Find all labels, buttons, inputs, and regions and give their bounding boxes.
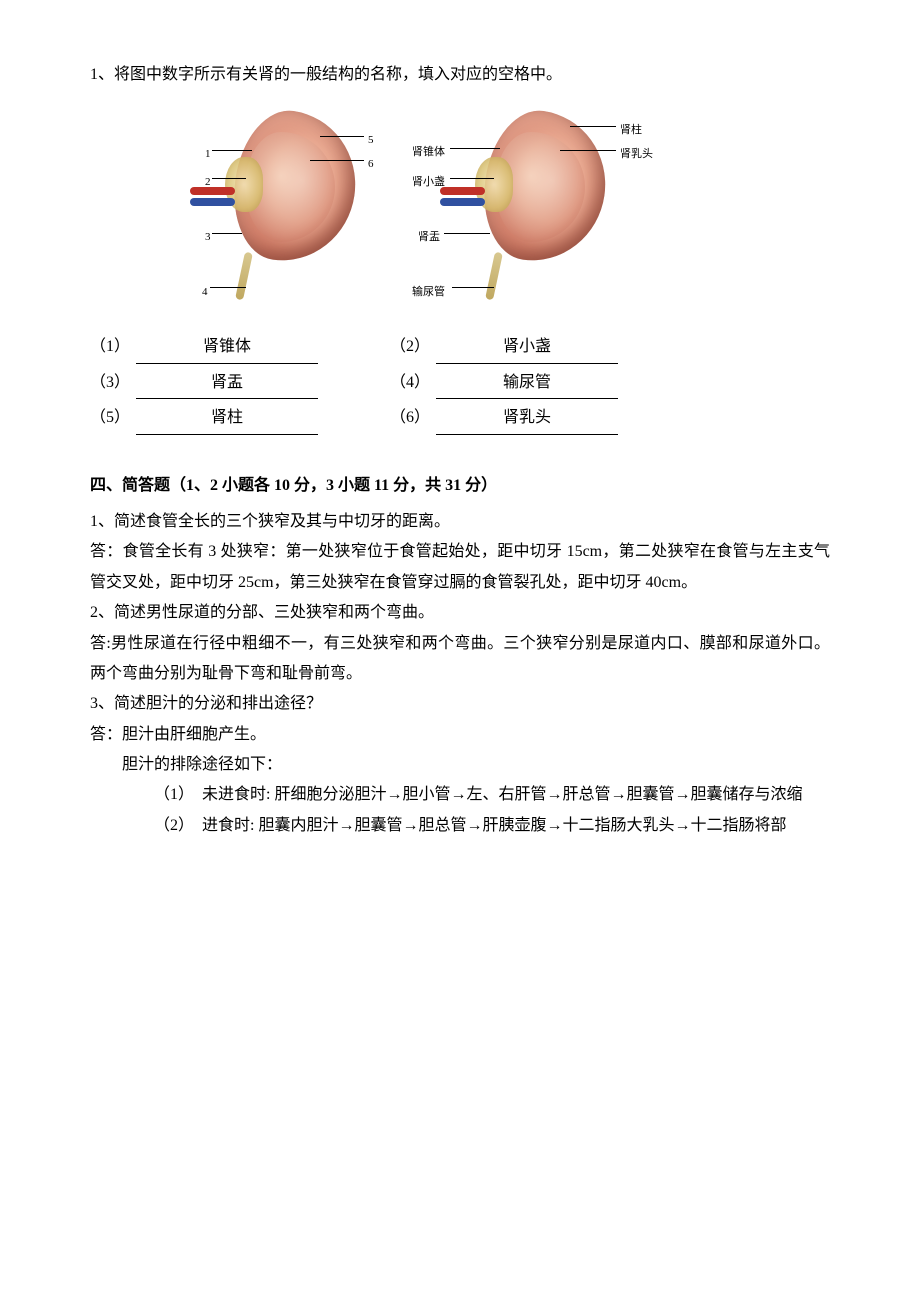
leader-line (310, 160, 364, 161)
answer-field-2[interactable]: 肾小盏 (436, 332, 618, 363)
s4-q3-answer-line1: 答：胆汁由肝细胞产生。 (90, 720, 830, 750)
q1-prompt: 1、将图中数字所示有关肾的一般结构的名称，填入对应的空格中。 (90, 60, 830, 90)
answer-text: 胆汁由肝细胞产生。 (122, 726, 266, 743)
s4-q3-list: （1） 未进食时: 肝细胞分泌胆汁→胆小管→左、右肝管→肝总管→胆囊管→胆囊储存… (154, 780, 830, 841)
diagram-label-3: 3 (205, 227, 211, 248)
answer-text: 男性尿道在行径中粗细不一，有三处狭窄和两个弯曲。三个狭窄分别是尿道内口、膜部和尿… (90, 635, 830, 682)
ureter-icon (485, 252, 503, 301)
answer-num: （2） (390, 332, 430, 362)
answer-field-3[interactable]: 肾盂 (136, 368, 318, 399)
s4-q1-question: 1、简述食管全长的三个狭窄及其与中切牙的距离。 (90, 507, 830, 537)
diagram-label-minor-calyx: 肾小盏 (412, 172, 445, 193)
diagram-label-5: 5 (368, 130, 374, 151)
leader-line (570, 126, 616, 127)
s4-q2-answer: 答:男性尿道在行径中粗细不一，有三处狭窄和两个弯曲。三个狭窄分别是尿道内口、膜部… (90, 629, 830, 690)
answer-row: （5） 肾柱 （6） 肾乳头 (90, 403, 830, 434)
leader-line (212, 178, 246, 179)
diagram-area: 1 2 3 4 5 6 肾柱 肾乳头 肾锥体 肾小盏 肾盂 输尿管 (170, 102, 830, 302)
s4-q3-question: 3、简述胆汁的分泌和排出途径？ (90, 689, 830, 719)
leader-line (560, 150, 616, 151)
leader-line (450, 148, 500, 149)
answer-row: （1） 肾锥体 （2） 肾小盏 (90, 332, 830, 363)
answer-label: 答: (90, 635, 111, 652)
answer-text: 食管全长有 3 处狭窄：第一处狭窄位于食管起始处，距中切牙 15cm，第二处狭窄… (90, 543, 830, 590)
leader-line (212, 233, 242, 234)
answer-num: （3） (90, 368, 130, 398)
list-item: （1） 未进食时: 肝细胞分泌胆汁→胆小管→左、右肝管→肝总管→胆囊管→胆囊储存… (154, 780, 830, 810)
list-item-num: （2） (154, 811, 194, 841)
list-item: （2） 进食时: 胆囊内胆汁→胆囊管→胆总管→肝胰壶腹→十二指肠大乳头→十二指肠… (154, 811, 830, 841)
answer-num: （5） (90, 403, 130, 433)
leader-line (210, 287, 246, 288)
ureter-icon (235, 252, 253, 301)
diagram-label-2: 2 (205, 172, 211, 193)
renal-vein-icon (190, 198, 235, 206)
answer-num: （6） (390, 403, 430, 433)
diagram-label-1: 1 (205, 144, 211, 165)
list-item-num: （1） (154, 780, 194, 810)
diagram-label-4: 4 (202, 282, 208, 303)
s4-q1-answer: 答：食管全长有 3 处狭窄：第一处狭窄位于食管起始处，距中切牙 15cm，第二处… (90, 537, 830, 598)
answer-label: 答： (90, 726, 122, 743)
diagram-label-pyramid: 肾锥体 (412, 142, 445, 163)
renal-artery-icon (440, 187, 485, 195)
answer-field-6[interactable]: 肾乳头 (436, 403, 618, 434)
leader-line (450, 178, 494, 179)
kidney-diagram-right: 肾柱 肾乳头 肾锥体 肾小盏 肾盂 输尿管 (420, 102, 680, 302)
answer-label: 答： (90, 543, 123, 560)
s4-q3-answer-line2: 胆汁的排除途径如下： (90, 750, 830, 780)
answer-field-5[interactable]: 肾柱 (136, 403, 318, 434)
answer-num: （1） (90, 332, 130, 362)
answer-field-4[interactable]: 输尿管 (436, 368, 618, 399)
kidney-diagram-left: 1 2 3 4 5 6 (170, 102, 390, 302)
leader-line (320, 136, 364, 137)
answer-field-1[interactable]: 肾锥体 (136, 332, 318, 363)
diagram-label-pillar: 肾柱 (620, 120, 642, 141)
diagram-label-pelvis: 肾盂 (418, 227, 440, 248)
leader-line (212, 150, 252, 151)
renal-artery-icon (190, 187, 235, 195)
diagram-label-papilla: 肾乳头 (620, 144, 653, 165)
diagram-label-ureter: 输尿管 (412, 282, 445, 303)
answer-num: （4） (390, 368, 430, 398)
list-item-text: 未进食时: 肝细胞分泌胆汁→胆小管→左、右肝管→肝总管→胆囊管→胆囊储存与浓缩 (202, 780, 830, 810)
leader-line (444, 233, 490, 234)
list-item-text: 进食时: 胆囊内胆汁→胆囊管→胆总管→肝胰壶腹→十二指肠大乳头→十二指肠将部 (202, 811, 830, 841)
answer-row: （3） 肾盂 （4） 输尿管 (90, 368, 830, 399)
renal-vein-icon (440, 198, 485, 206)
s4-q2-question: 2、简述男性尿道的分部、三处狭窄和两个弯曲。 (90, 598, 830, 628)
section-4-heading: 四、简答题（1、2 小题各 10 分，3 小题 11 分，共 31 分） (90, 471, 830, 501)
diagram-label-6: 6 (368, 154, 374, 175)
leader-line (452, 287, 494, 288)
